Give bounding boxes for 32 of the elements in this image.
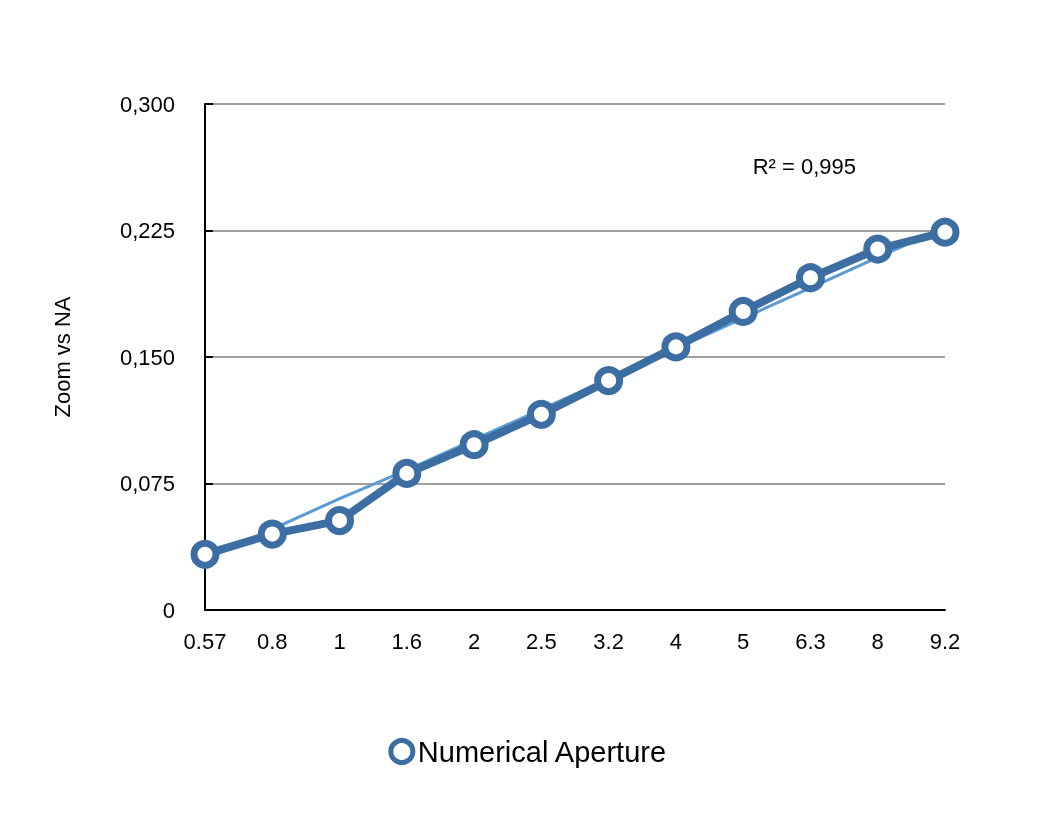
point — [661, 332, 691, 362]
point — [257, 519, 287, 549]
x-tick-label: 1.6 — [391, 628, 423, 654]
x-tick-label: 2.5 — [526, 628, 557, 654]
x-tick-label: 1 — [333, 628, 346, 654]
y-tick-label: 0,300 — [119, 91, 175, 117]
annotation: R² = 0,995 — [752, 153, 856, 179]
x-tick-label: 3.2 — [593, 628, 624, 654]
x-tick-label: 9.2 — [929, 628, 961, 654]
point — [930, 217, 960, 247]
point — [526, 399, 556, 429]
y-tick-label: 0,075 — [119, 471, 175, 496]
legend-label: Numerical Aperture — [417, 735, 667, 768]
y-tick-label: 0,150 — [119, 344, 175, 370]
y-tick-label: 0,225 — [119, 218, 175, 243]
point — [795, 263, 825, 293]
point — [863, 234, 893, 264]
point — [325, 506, 355, 536]
y-axis-title: Zoom vs NA — [49, 296, 75, 418]
x-tick-label: 0.57 — [183, 628, 227, 654]
x-tick-label: 5 — [737, 628, 750, 654]
x-tick-label: 0.8 — [256, 628, 288, 654]
point — [190, 539, 220, 569]
point — [392, 458, 422, 488]
point — [459, 430, 489, 460]
x-tick-label: 8 — [871, 628, 884, 654]
point — [594, 366, 624, 396]
x-tick-label: 2 — [467, 628, 481, 654]
x-tick-label: 4 — [669, 628, 683, 654]
point — [728, 296, 758, 326]
y-tick-label: 0 — [162, 597, 175, 623]
x-tick-label: 6.3 — [795, 628, 826, 654]
